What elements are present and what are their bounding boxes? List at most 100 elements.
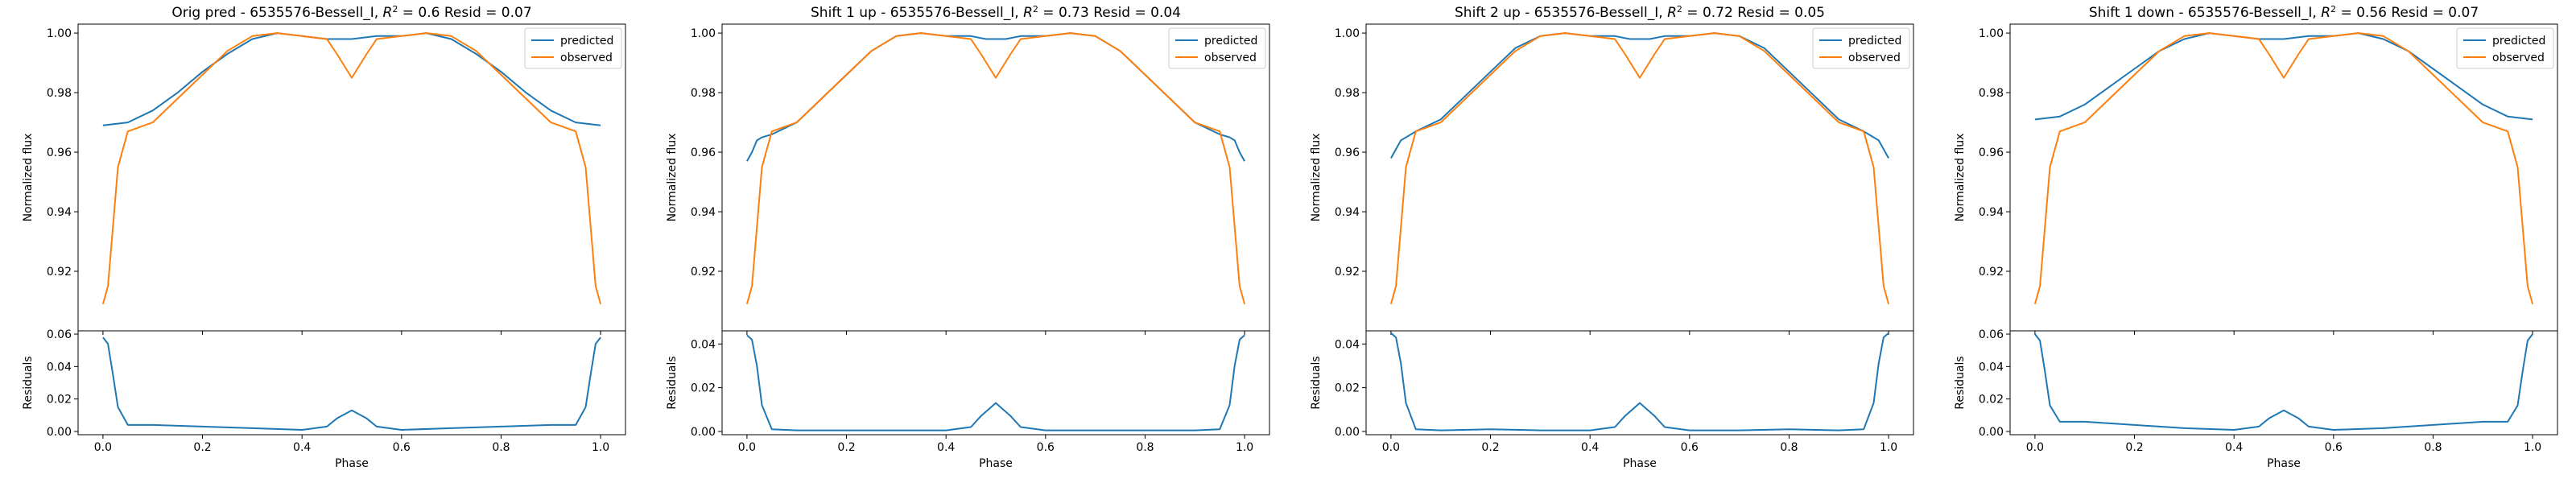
chart-title-r2-value: 0.6 [418,5,440,21]
resid-ytick-label: 0.00 [691,426,716,439]
chart-title-r2-exponent: 2 [392,4,398,14]
chart-title-r2-symbol: R [383,5,393,21]
flux-ytick-label: 0.92 [1335,266,1360,279]
flux-ytick-label: 0.98 [691,87,716,100]
legend-box [524,27,622,69]
xtick-label: 0.4 [937,441,955,454]
residuals-line [1390,332,1889,431]
chart-title-suffix: Resid = 0.04 [1089,5,1181,21]
xtick-label: 0.2 [1481,441,1499,454]
residuals-axes-frame [2009,330,2558,436]
chart-panel-4: Shift 1 down - 6535576-Bessell_I, R2 = 0… [1954,4,2558,470]
chart-title: Shift 1 down - 6535576-Bessell_I, R2 = 0… [2089,4,2479,22]
flux-ytick-label: 0.96 [1335,147,1360,159]
chart-panel-1: Orig pred - 6535576-Bessell_I, R2 = 0.6 … [22,4,626,470]
flux-axes-frame [2009,23,2558,332]
x-axis-label: Phase [979,457,1013,470]
xtick-label: 0.0 [2026,441,2044,454]
flux-ytick-label: 0.94 [691,206,716,219]
chart-title-prefix: Shift 2 up - 6535576-Bessell_I, [1455,5,1667,21]
residuals-axes-frame [77,330,626,436]
xtick-label: 1.0 [592,441,609,454]
legend-box [2456,27,2554,69]
flux-ytick-label: 1.00 [691,27,716,40]
xtick-label: 0.6 [2325,441,2343,454]
chart-title-r2-exponent: 2 [1677,4,1682,14]
flux-ytick-label: 0.96 [691,147,716,159]
xtick-label: 0.8 [492,441,510,454]
series-line-observed [101,32,602,304]
legend-label-predicted: predicted [1204,35,1257,47]
flux-axes-frame [1365,23,1914,332]
x-axis-label: Phase [1623,457,1657,470]
xtick-label: 0.8 [1136,441,1154,454]
chart-title-prefix: Shift 1 up - 6535576-Bessell_I, [811,5,1023,21]
series-line-predicted [102,32,601,126]
xtick-label: 0.6 [1681,441,1699,454]
chart-title-r2-symbol: R [2321,5,2330,21]
legend-label-predicted: predicted [560,35,613,47]
flux-ytick-label: 0.94 [1979,206,2004,219]
resid-ytick-label: 0.04 [691,338,716,351]
flux-ytick-label: 0.98 [47,87,72,100]
chart-title: Orig pred - 6535576-Bessell_I, R2 = 0.6 … [171,4,531,22]
flux-ytick-label: 0.98 [1335,87,1360,100]
residuals-axes-frame [1365,330,1914,436]
chart-title-r2-value: 0.73 [1059,5,1089,21]
resid-ytick-label: 0.02 [1979,394,2004,407]
flux-ytick-label: 0.96 [47,147,72,159]
flux-ytick-label: 0.94 [47,206,72,219]
chart-title-r2-symbol: R [1023,5,1033,21]
xtick-label: 0.8 [1780,441,1798,454]
chart-title-r2-exponent: 2 [2330,4,2336,14]
chart-title-suffix: Resid = 0.07 [2387,5,2479,21]
series-line-observed [2033,32,2534,304]
legend-label-observed: observed [1204,52,1257,64]
residuals-line [102,336,601,431]
flux-ytick-label: 1.00 [1979,27,2004,40]
xtick-label: 0.0 [1382,441,1400,454]
chart-title-r2-value: 0.56 [2356,5,2387,21]
chart-title-r2-value: 0.72 [1703,5,1733,21]
flux-ytick-label: 0.92 [691,266,716,279]
flux-axis-label: Normalized flux [666,134,679,222]
residuals-line [2034,333,2533,431]
flux-ytick-label: 1.00 [1335,27,1360,40]
chart-title-suffix: Resid = 0.07 [440,5,531,21]
residuals-axis-label: Residuals [1954,356,1967,409]
xtick-label: 0.0 [738,441,756,454]
legend-label-predicted: predicted [2492,35,2545,47]
x-axis-label: Phase [2267,457,2301,470]
xtick-label: 0.6 [393,441,411,454]
flux-axes-frame [721,23,1270,332]
resid-ytick-label: 0.02 [1335,382,1360,395]
series-line-observed [1389,32,1890,304]
xtick-label: 1.0 [1236,441,1253,454]
flux-ytick-label: 0.96 [1979,147,2004,159]
series-line-predicted [746,32,1245,162]
chart-title-r2-exponent: 2 [1033,4,1038,14]
residuals-axis-label: Residuals [666,356,679,409]
resid-ytick-label: 0.04 [1979,361,2004,374]
xtick-label: 0.8 [2424,441,2442,454]
resid-ytick-label: 0.06 [47,328,72,341]
chart-title-prefix: Shift 1 down - 6535576-Bessell_I, [2089,5,2321,21]
residuals-line [746,334,1245,431]
xtick-label: 0.2 [837,441,855,454]
flux-ytick-label: 1.00 [47,27,72,40]
series-line-predicted [2034,32,2533,121]
flux-axes-frame [77,23,626,332]
chart-title-equals: = [398,5,418,21]
chart-title-equals: = [1682,5,1703,21]
xtick-label: 0.4 [1581,441,1599,454]
chart-title-equals: = [2336,5,2356,21]
xtick-label: 0.4 [2225,441,2243,454]
xtick-label: 0.2 [2125,441,2143,454]
flux-ytick-label: 0.98 [1979,87,2004,100]
legend-label-predicted: predicted [1848,35,1901,47]
flux-axis-label: Normalized flux [22,134,35,222]
resid-ytick-label: 0.02 [691,382,716,395]
flux-axis-label: Normalized flux [1310,134,1323,222]
xtick-label: 0.6 [1037,441,1055,454]
